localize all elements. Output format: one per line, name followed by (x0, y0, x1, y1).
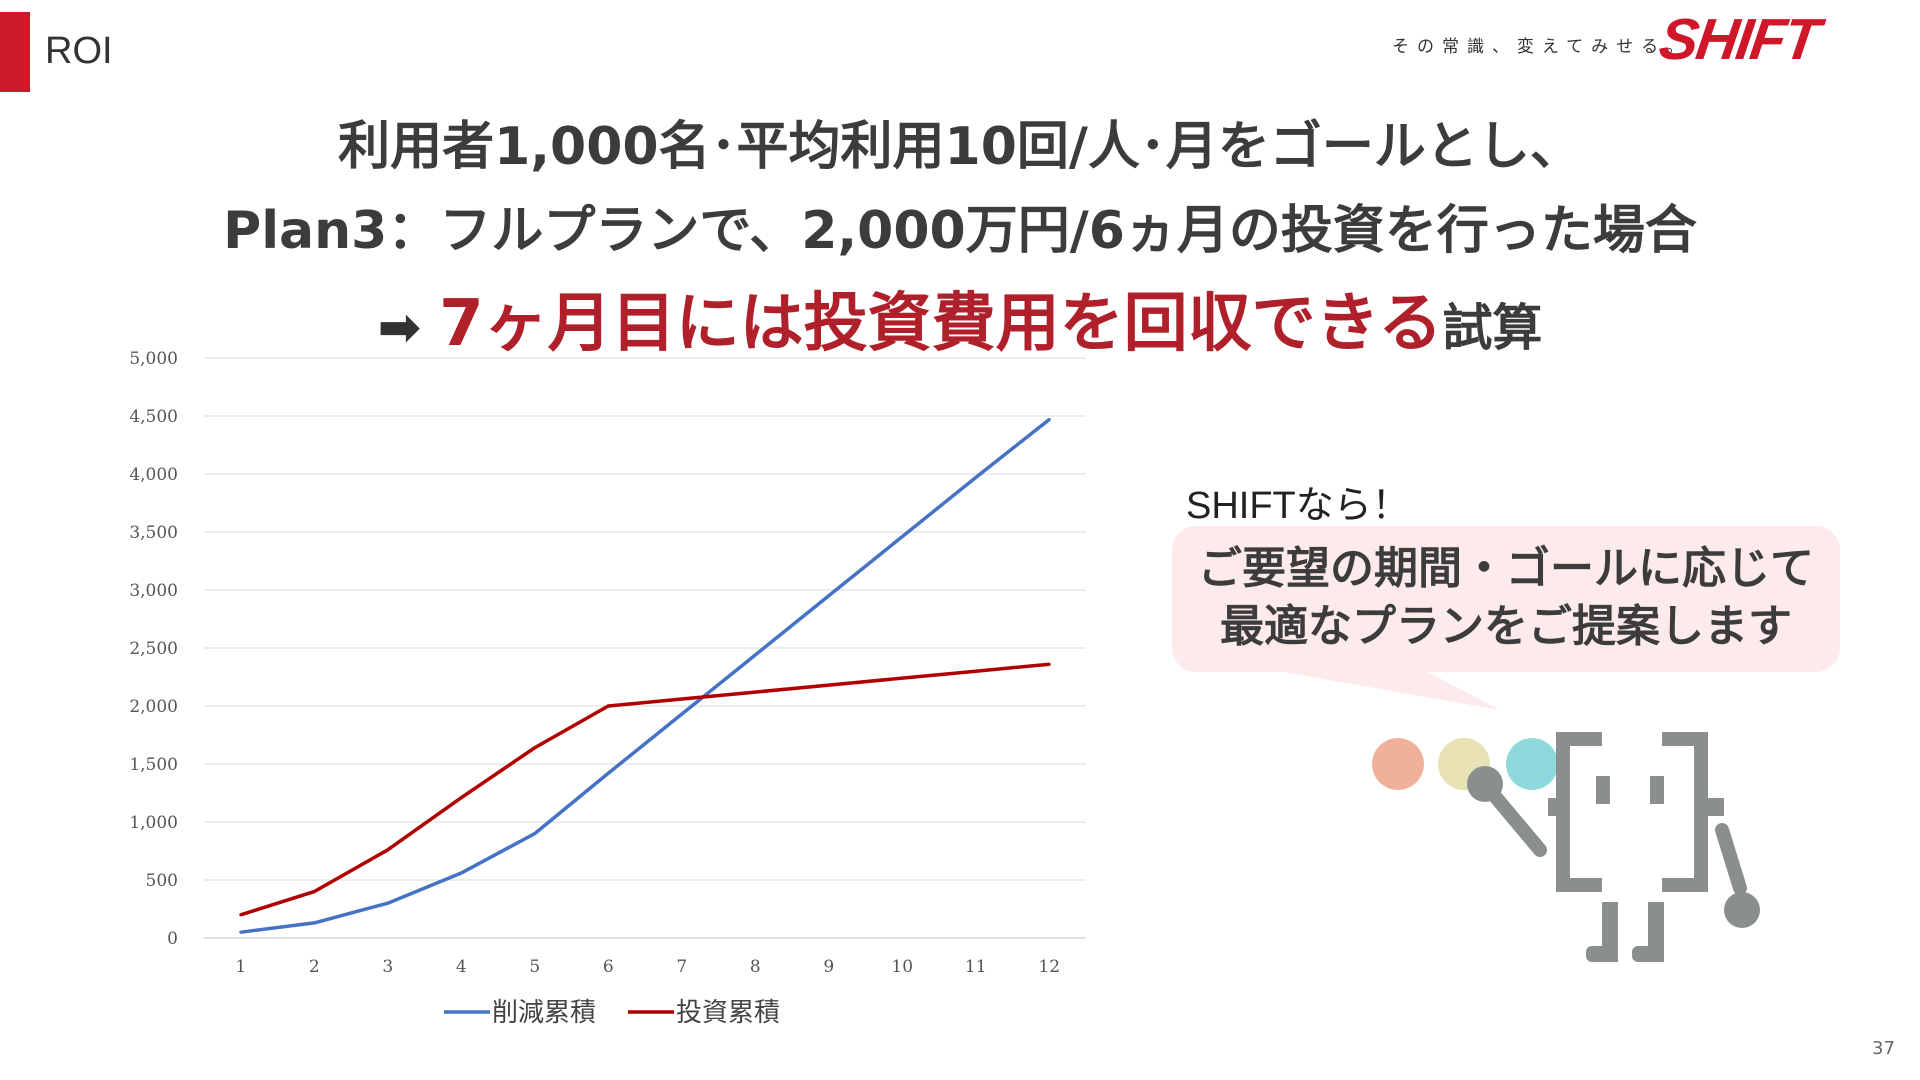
x-tick-label: 12 (1038, 957, 1060, 977)
data-point (386, 901, 390, 905)
data-point (827, 683, 831, 687)
headline-line2: Plan3：フルプランで、2,000万円/6ヵ月の投資を行った場合 (223, 201, 1697, 261)
x-tick-label: 2 (309, 957, 320, 977)
y-tick-label: 2,500 (129, 639, 178, 659)
series-line (240, 418, 1051, 934)
data-point (900, 535, 904, 539)
y-tick-label: 3,000 (129, 581, 178, 601)
y-tick-label: 2,000 (129, 697, 178, 717)
data-point (974, 669, 978, 673)
y-tick-label: 3,500 (129, 523, 178, 543)
x-tick-label: 5 (529, 957, 540, 977)
data-point (1047, 417, 1051, 421)
data-point (753, 690, 757, 694)
x-tick-label: 11 (965, 957, 987, 977)
data-point (459, 796, 463, 800)
robot-mascot-icon (1372, 732, 1760, 962)
y-tick-label: 500 (146, 871, 178, 891)
x-tick-label: 6 (603, 957, 614, 977)
headline-line3: ➡ 7ヶ月目には投資費用を回収できる試算 (0, 272, 1920, 364)
data-point (680, 712, 684, 716)
shift-logo: SHIFT (1655, 7, 1823, 72)
y-tick-label: 0 (167, 929, 178, 949)
data-point (680, 697, 684, 701)
page-number: 37 (1872, 1038, 1895, 1059)
legend-label: 投資累積 (676, 998, 780, 1028)
bubble-line1: ご要望の期間・ゴールに応じて (1198, 543, 1814, 594)
bubble-line2: 最適なプランをご提案します (1220, 601, 1792, 652)
headline-line1: 利用者1,000名･平均利用10回/人･月をゴールとし、 (338, 117, 1582, 177)
y-tick-label: 1,000 (129, 813, 178, 833)
y-tick-label: 4,500 (129, 407, 178, 427)
data-point (239, 930, 243, 934)
data-point (606, 704, 610, 708)
data-point (533, 746, 537, 750)
data-point (1047, 662, 1051, 666)
x-tick-label: 4 (456, 957, 467, 977)
y-tick-label: 1,500 (129, 755, 178, 775)
legend-label: 削減累積 (492, 998, 596, 1028)
data-point (900, 676, 904, 680)
data-point (312, 890, 316, 894)
speech-bubble-tail (1260, 668, 1500, 710)
x-tick-label: 7 (676, 957, 687, 977)
data-point (533, 832, 537, 836)
series-line (240, 662, 1050, 917)
accent-bar (0, 12, 30, 92)
x-tick-label: 3 (382, 957, 393, 977)
roi-line-chart: 0 500 1,000 1,500 2,000 2,500 3,000 3,500 4,000 4… (129, 349, 1086, 1028)
tagline: その常識、変えてみせる。 (1392, 37, 1692, 57)
section-label: ROI (45, 30, 113, 72)
arrow-icon: ➡ (377, 298, 422, 358)
y-tick-label: 4,000 (129, 465, 178, 485)
speech-bubble: ご要望の期間・ゴールに応じて 最適なプランをご提案します (1172, 526, 1840, 672)
data-point (386, 848, 390, 852)
data-point (974, 475, 978, 479)
x-tick-label: 10 (891, 957, 913, 977)
data-point (827, 594, 831, 598)
data-point (606, 771, 610, 775)
y-tick-label: 5,000 (129, 349, 178, 369)
x-tick-label: 9 (823, 957, 834, 977)
x-tick-label: 8 (750, 957, 761, 977)
headline-suffix: 試算 (1442, 299, 1543, 357)
data-point (312, 921, 316, 925)
callout-lead: SHIFTなら！ (1186, 485, 1410, 527)
data-point (459, 871, 463, 875)
data-point (753, 653, 757, 657)
headline-emphasis: 7ヶ月目には投資費用を回収できる (439, 287, 1443, 361)
x-tick-label: 1 (235, 957, 246, 977)
data-point (239, 913, 243, 917)
